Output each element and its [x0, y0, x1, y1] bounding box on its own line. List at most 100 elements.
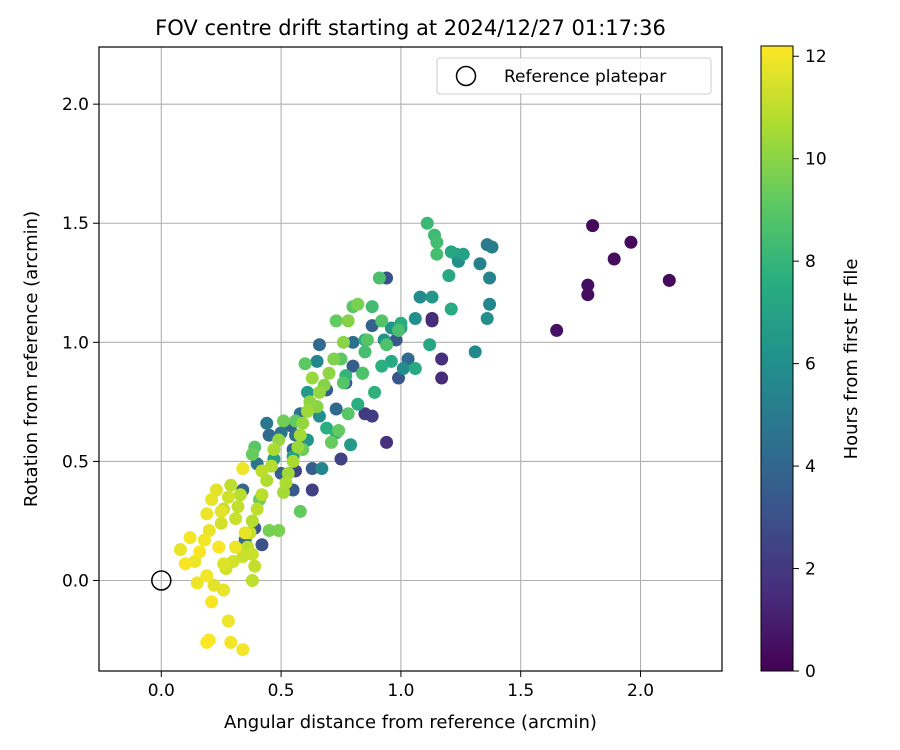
data-point [473, 257, 487, 271]
data-point [320, 421, 334, 435]
data-point [327, 352, 341, 366]
data-point [200, 635, 214, 649]
legend: Reference platepar [436, 57, 712, 95]
data-point [260, 416, 274, 430]
data-point [341, 407, 355, 421]
data-point [329, 402, 343, 416]
data-point [255, 464, 269, 478]
data-point [423, 338, 437, 352]
data-point [420, 216, 434, 230]
y-axis-ticks: 0.0 0.5 1.0 1.5 2.0 [62, 95, 99, 591]
data-point [468, 345, 482, 359]
data-point [183, 531, 197, 545]
data-point [212, 540, 226, 554]
data-point [277, 414, 291, 428]
colorbar-tick-label: 2 [805, 560, 816, 580]
data-point [245, 514, 259, 528]
data-point [296, 416, 310, 430]
data-point [586, 219, 600, 233]
data-point [221, 490, 235, 504]
data-point [178, 557, 192, 571]
data-point [392, 323, 406, 337]
data-point [312, 385, 326, 399]
x-axis-label: Angular distance from reference (arcmin) [224, 712, 597, 733]
data-point [380, 435, 394, 449]
data-point [365, 409, 379, 423]
y-tick-label: 2.0 [62, 95, 89, 115]
data-point [265, 459, 279, 473]
data-point [322, 366, 336, 380]
reference-platepar-marker [151, 570, 172, 591]
data-point [442, 269, 456, 283]
data-point [291, 440, 305, 454]
data-point [365, 300, 379, 314]
data-point [197, 533, 211, 547]
data-point [214, 504, 228, 518]
data-point [375, 314, 389, 328]
legend-open-circle-icon [455, 65, 477, 87]
data-point [456, 247, 470, 261]
data-point [336, 376, 350, 390]
data-point [581, 278, 595, 292]
data-point [310, 354, 324, 368]
data-point [341, 314, 355, 328]
data-point [312, 338, 326, 352]
colorbar-tick-label: 8 [805, 252, 816, 272]
data-point [332, 423, 346, 437]
colorbar-tick-label: 6 [805, 355, 816, 375]
data-point [217, 557, 231, 571]
data-point [372, 271, 386, 285]
data-point [224, 635, 238, 649]
data-point [368, 385, 382, 399]
data-point [315, 462, 329, 476]
data-point [238, 526, 252, 540]
data-point [346, 359, 360, 373]
data-point [480, 312, 494, 326]
data-point [430, 247, 444, 261]
data-point [255, 538, 269, 552]
data-point [581, 288, 595, 302]
data-point [207, 578, 221, 592]
data-point [336, 335, 350, 349]
data-point [360, 333, 374, 347]
data-point [396, 362, 410, 376]
data-point [279, 476, 293, 490]
data-point [408, 312, 422, 326]
data-point [351, 397, 365, 411]
colorbar-tick-label: 0 [805, 662, 816, 682]
data-point [236, 643, 250, 657]
data-point [231, 500, 245, 514]
data-point [221, 614, 235, 628]
data-point [375, 359, 389, 373]
data-point [435, 371, 449, 385]
data-point [262, 428, 276, 442]
y-tick-label: 0.5 [62, 452, 89, 472]
data-point [324, 435, 338, 449]
data-point [662, 273, 676, 287]
data-point [624, 235, 638, 249]
data-point [305, 462, 319, 476]
colorbar-tick-label: 4 [805, 457, 816, 477]
data-point [444, 245, 458, 259]
data-point [413, 290, 427, 304]
data-point [550, 323, 564, 337]
x-tick-label: 1.0 [387, 681, 414, 701]
data-point [272, 523, 286, 537]
data-point [334, 452, 348, 466]
colorbar-label: Hours from first FF file [841, 259, 862, 460]
x-tick-label: 1.5 [507, 681, 534, 701]
colorbar: 0 2 4 6 8 10 12 Hours from first FF file [760, 45, 862, 682]
data-point [430, 235, 444, 249]
colorbar-gradient [760, 45, 794, 672]
data-point [200, 507, 214, 521]
y-axis-label: Rotation from reference (arcmin) [21, 211, 42, 507]
x-axis-ticks: 0.0 0.5 1.0 1.5 2.0 [148, 671, 654, 701]
data-point [298, 357, 312, 371]
legend-box [436, 57, 712, 95]
chart-title: FOV centre drift starting at 2024/12/27 … [155, 16, 666, 40]
data-point [329, 314, 343, 328]
data-point [365, 319, 379, 333]
data-point [305, 371, 319, 385]
data-point [300, 404, 314, 418]
